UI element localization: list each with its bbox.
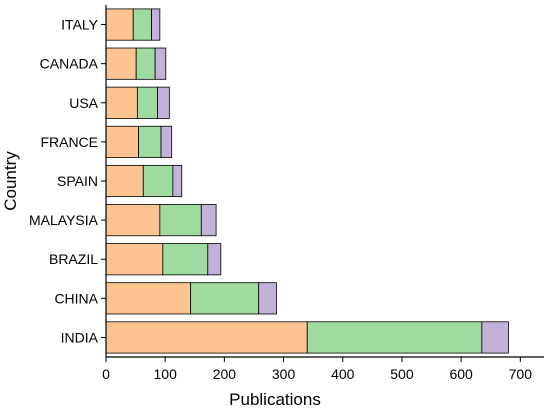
bar-canada-segment-2 — [135, 47, 156, 80]
bar-india-segment-3 — [481, 321, 509, 354]
category-label: CHINA — [54, 290, 98, 306]
bar-france-segment-1 — [105, 125, 139, 158]
bar-malaysia-segment-3 — [200, 204, 217, 237]
bars-group — [105, 8, 509, 354]
bar-italy-segment-2 — [132, 8, 152, 41]
bar-spain-segment-3 — [172, 164, 183, 198]
bar-india-segment-2 — [306, 321, 483, 354]
x-axis-ticks: 0 100 200 300 400 500 600 700 — [102, 357, 532, 382]
x-tick-label: 0 — [102, 366, 110, 382]
bar-china-segment-1 — [105, 282, 192, 315]
x-tick-label: 400 — [331, 366, 355, 382]
bar-china-segment-2 — [190, 282, 260, 315]
bar-usa-segment-3 — [157, 86, 170, 119]
bar-usa-segment-1 — [105, 86, 138, 119]
bar-canada-segment-1 — [105, 47, 137, 80]
bar-usa-segment-2 — [136, 86, 158, 119]
category-label: CANADA — [40, 56, 99, 72]
x-tick-label: 500 — [390, 366, 414, 382]
x-tick-label: 200 — [213, 366, 237, 382]
bar-brazil-segment-3 — [207, 243, 222, 276]
bar-france-segment-3 — [160, 125, 173, 158]
category-label: ITALY — [61, 17, 98, 33]
category-label: INDIA — [61, 329, 99, 345]
bar-italy-segment-3 — [151, 8, 161, 41]
category-label: USA — [69, 95, 98, 111]
bar-china-segment-3 — [258, 282, 277, 315]
bar-spain-segment-1 — [105, 164, 144, 198]
category-labels: INDIA CHINA BRAZIL MALAYSIA SPAIN FRANCE USA CA… — [29, 17, 106, 345]
x-axis-title: Publications — [229, 390, 321, 409]
bar-brazil-segment-2 — [162, 243, 209, 276]
category-label: MALAYSIA — [29, 212, 99, 228]
bar-malaysia-segment-2 — [159, 204, 202, 237]
category-label: SPAIN — [57, 173, 98, 189]
bar-spain-segment-2 — [142, 164, 174, 198]
category-label: FRANCE — [40, 134, 98, 150]
x-tick-label: 600 — [449, 366, 473, 382]
bar-brazil-segment-1 — [105, 243, 164, 276]
bar-france-segment-2 — [138, 125, 162, 158]
bar-india-segment-1 — [105, 321, 308, 354]
bar-canada-segment-3 — [154, 47, 167, 80]
x-tick-label: 300 — [272, 366, 296, 382]
x-tick-label: 100 — [154, 366, 178, 382]
category-label: BRAZIL — [49, 251, 98, 267]
bar-italy-segment-1 — [105, 8, 134, 41]
bar-malaysia-segment-1 — [105, 204, 161, 237]
x-tick-label: 700 — [509, 366, 533, 382]
y-axis-title: Country — [1, 151, 20, 211]
